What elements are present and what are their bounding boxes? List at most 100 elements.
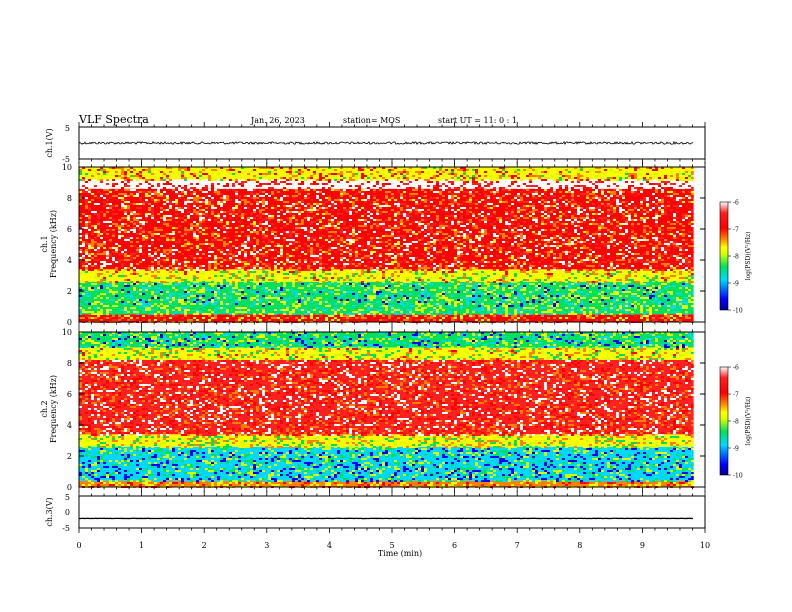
spectrogram-cell: [334, 263, 337, 265]
spectrogram-cell: [193, 261, 196, 263]
spectrogram-cell: [361, 167, 364, 169]
spectrogram-cell: [358, 275, 361, 277]
spectrogram-cell: [85, 181, 88, 183]
spectrogram-cell: [346, 259, 349, 261]
spectrogram-cell: [250, 205, 253, 207]
spectrogram-cell: [286, 277, 289, 279]
spectrogram-cell: [232, 181, 235, 183]
spectrogram-cell: [208, 261, 211, 263]
spectrogram-cell: [151, 239, 154, 241]
spectrogram-cell: [142, 241, 145, 243]
spectrogram-cell: [211, 317, 214, 319]
spectrogram-cell: [142, 251, 145, 253]
spectrogram-cell: [367, 229, 370, 231]
spectrogram-cell: [313, 167, 316, 169]
spectrogram-cell: [391, 273, 394, 275]
spectrogram-cell: [142, 177, 145, 179]
spectrogram-cell: [334, 187, 337, 189]
spectrogram-cell: [160, 199, 163, 201]
spectrogram-cell: [295, 189, 298, 191]
spectrogram-cell: [349, 195, 352, 197]
spectrogram-cell: [262, 203, 265, 205]
spectrogram-cell: [397, 275, 400, 277]
spectrogram-cell: [346, 235, 349, 237]
spectrogram-cell: [244, 293, 247, 295]
spectrogram-cell: [238, 307, 241, 309]
spectrogram-cell: [283, 219, 286, 221]
spectrogram-cell: [409, 319, 412, 321]
spectrogram-cell: [292, 313, 295, 315]
spectrogram-cell: [109, 309, 112, 311]
spectrogram-cell: [304, 243, 307, 245]
spectrogram-cell: [367, 221, 370, 223]
spectrogram-cell: [151, 255, 154, 257]
spectrogram-cell: [109, 317, 112, 319]
spectrogram-cell: [238, 253, 241, 255]
spectrogram-cell: [388, 221, 391, 223]
spectrogram-cell: [349, 261, 352, 263]
spectrogram-cell: [361, 281, 364, 283]
spectrogram-cell: [301, 239, 304, 241]
spectrogram-cell: [88, 247, 91, 249]
spectrogram-cell: [235, 213, 238, 215]
spectrogram-cell: [328, 203, 331, 205]
spectrogram-cell: [142, 259, 145, 261]
spectrogram-cell: [409, 281, 412, 283]
spectrogram-cell: [142, 221, 145, 223]
spectrogram-cell: [259, 273, 262, 275]
spectrogram-cell: [280, 255, 283, 257]
spectrogram-cell: [307, 237, 310, 239]
spectrogram-cell: [349, 283, 352, 285]
spectrogram-cell: [286, 319, 289, 321]
spectrogram-cell: [418, 185, 421, 187]
spectrogram-cell: [184, 257, 187, 259]
spectrogram-cell: [142, 181, 145, 183]
spectrogram-cell: [172, 289, 175, 291]
spectrogram-cell: [97, 169, 100, 171]
spectrogram-cell: [367, 217, 370, 219]
spectrogram-cell: [112, 205, 115, 207]
spectrogram-cell: [289, 261, 292, 263]
spectrogram-cell: [181, 221, 184, 223]
spectrogram-cell: [97, 207, 100, 209]
spectrogram-cell: [202, 291, 205, 293]
spectrogram-cell: [223, 177, 226, 179]
spectrogram-cell: [346, 211, 349, 213]
spectrogram-cell: [208, 303, 211, 305]
spectrogram-cell: [139, 229, 142, 231]
spectrogram-cell: [328, 219, 331, 221]
spectrogram-cell: [160, 185, 163, 187]
spectrogram-cell: [295, 179, 298, 181]
spectrogram-cell: [160, 193, 163, 195]
spectrogram-cell: [271, 319, 274, 321]
spectrogram-cell: [256, 237, 259, 239]
spectrogram-cell: [193, 279, 196, 281]
spectrogram-cell: [79, 295, 82, 297]
spectrogram-cell: [262, 199, 265, 201]
spectrogram-cell: [190, 289, 193, 291]
spectrogram-cell: [178, 225, 181, 227]
spectrogram-cell: [409, 275, 412, 277]
spectrogram-cell: [115, 319, 118, 321]
spectrogram-cell: [352, 169, 355, 171]
spectrogram-cell: [382, 317, 385, 319]
spectrogram-cell: [211, 183, 214, 185]
spectrogram-cell: [418, 271, 421, 273]
spectrogram-cell: [220, 243, 223, 245]
spectrogram-cell: [217, 237, 220, 239]
spectrogram-cell: [334, 307, 337, 309]
spectrogram-cell: [127, 219, 130, 221]
spectrogram-cell: [361, 273, 364, 275]
spectrogram-cell: [91, 211, 94, 213]
spectrogram-cell: [124, 285, 127, 287]
spectrogram-cell: [121, 291, 124, 293]
spectrogram-cell: [304, 209, 307, 211]
spectrogram-cell: [214, 189, 217, 191]
spectrogram-cell: [322, 205, 325, 207]
spectrogram-cell: [94, 299, 97, 301]
spectrogram-cell: [124, 253, 127, 255]
spectrogram-cell: [214, 297, 217, 299]
spectrogram-cell: [88, 263, 91, 265]
spectrogram-cell: [295, 221, 298, 223]
spectrogram-cell: [208, 313, 211, 315]
